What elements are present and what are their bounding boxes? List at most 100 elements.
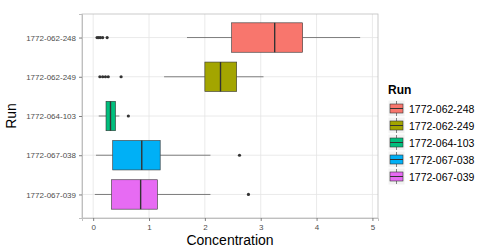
legend-entry: 1772-067-039 <box>388 168 475 185</box>
legend-key-bg <box>388 151 405 168</box>
whisker <box>160 155 210 156</box>
tick-mark <box>79 116 82 117</box>
tick-mark <box>79 194 82 195</box>
box <box>205 62 237 91</box>
box-group <box>99 101 130 130</box>
tick-label: 1772-067-038 <box>26 151 76 160</box>
tick-mark <box>205 218 206 221</box>
outlier <box>98 75 101 78</box>
tick-mark <box>317 218 318 221</box>
tick-mark <box>79 155 82 156</box>
whisker <box>116 116 120 117</box>
legend-median <box>390 125 403 126</box>
whisker <box>95 194 112 195</box>
outlier <box>238 154 241 157</box>
tick: 2 <box>203 218 208 232</box>
whisker <box>96 155 113 156</box>
legend-median <box>390 176 403 177</box>
tick: 1 <box>147 218 152 232</box>
axis-line <box>83 219 379 222</box>
boxes <box>95 23 360 209</box>
legend-entry: 1772-062-249 <box>388 117 475 134</box>
tick: 1772-062-249 <box>26 73 82 82</box>
tick: 0 <box>91 218 96 232</box>
box <box>112 180 158 209</box>
tick-label: 1772-062-249 <box>26 73 76 82</box>
tick-mark <box>149 218 150 221</box>
y-axis: 1772-062-248 1772-062-249 1772-064-103 1772… <box>26 15 82 219</box>
median <box>220 62 221 91</box>
whisker <box>187 37 232 38</box>
outlier <box>107 75 110 78</box>
tick-label: 3 <box>259 223 264 232</box>
tick-label: 0 <box>91 223 96 232</box>
chart: 0 1 2 3 4 5 1772-062-248 1772-062-249 1772-064-1… <box>0 0 504 252</box>
tick-mark <box>372 218 373 221</box>
tick-label: 1772-064-103 <box>26 112 76 121</box>
median <box>141 141 142 170</box>
tick-label: 1772-062-248 <box>26 34 76 43</box>
grid-line <box>82 37 378 38</box>
median <box>140 180 141 209</box>
whisker <box>99 116 106 117</box>
outlier <box>104 75 107 78</box>
panel <box>82 14 378 218</box>
legend-swatch <box>390 104 403 113</box>
legend-title: Run <box>388 83 411 97</box>
outlier <box>101 75 104 78</box>
x-axis: 0 1 2 3 4 5 <box>83 218 379 232</box>
tick: 1772-067-039 <box>26 191 82 200</box>
x-axis-title: Concentration <box>186 232 273 248</box>
y-axis-title: Run <box>3 103 19 129</box>
whisker <box>164 76 205 77</box>
grid-line <box>82 116 378 117</box>
box <box>232 23 303 52</box>
outlier <box>127 114 130 117</box>
legend-entry: 1772-064-103 <box>388 134 475 151</box>
legend-label: 1772-067-038 <box>409 154 475 166</box>
legend-label: 1772-062-248 <box>409 103 475 115</box>
legend-label: 1772-064-103 <box>409 137 475 149</box>
tick-label: 4 <box>315 223 320 232</box>
tick: 1772-062-248 <box>26 34 82 43</box>
outlier <box>106 36 109 39</box>
outlier <box>101 36 104 39</box>
tick-mark <box>79 77 82 78</box>
legend-key-bg <box>388 134 405 151</box>
box-group <box>98 62 263 91</box>
legend: Run 1772-062-248 1772-062-249 1772-064-103 1… <box>388 83 475 185</box>
box-group <box>95 180 250 209</box>
tick-label: 1 <box>147 223 152 232</box>
legend-median <box>390 159 403 160</box>
tick: 3 <box>259 218 264 232</box>
tick-label: 5 <box>371 223 376 232</box>
whisker <box>303 37 361 38</box>
outlier <box>119 75 122 78</box>
tick-mark <box>93 218 94 221</box>
tick: 5 <box>371 218 376 232</box>
tick-label: 1772-067-039 <box>26 191 76 200</box>
legend-swatch <box>390 155 403 164</box>
legend-swatch <box>390 121 403 130</box>
legend-key-bg <box>388 117 405 134</box>
legend-entry: 1772-067-038 <box>388 151 475 168</box>
median <box>274 23 275 52</box>
box-group <box>96 141 241 170</box>
whisker <box>237 76 264 77</box>
tick: 1772-064-103 <box>26 112 82 121</box>
legend-label: 1772-062-249 <box>409 120 475 132</box>
tick-mark <box>79 38 82 39</box>
whisker <box>157 194 210 195</box>
tick-mark <box>261 218 262 221</box>
frame <box>82 14 378 218</box>
grid <box>82 14 378 218</box>
box-group <box>95 23 360 52</box>
axis-line <box>79 15 83 219</box>
legend-entry: 1772-062-248 <box>388 100 475 117</box>
tick: 4 <box>315 218 320 232</box>
box <box>113 141 160 170</box>
median <box>110 101 111 130</box>
legend-key-bg <box>388 100 405 117</box>
legend-swatch <box>390 138 403 147</box>
tick-label: 2 <box>203 223 208 232</box>
